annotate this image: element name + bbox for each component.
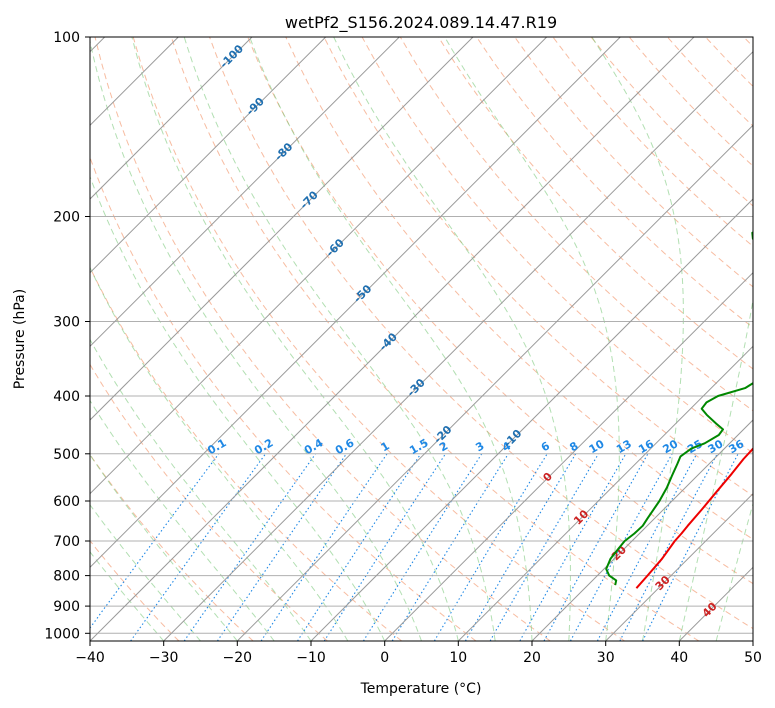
isotherm [384, 271, 753, 641]
x-axis-label: Temperature (°C) [360, 681, 482, 697]
isotherm [90, 37, 621, 569]
moist-adiabat [249, 37, 533, 641]
isotherm [310, 198, 753, 641]
plot-area: 0.1 0.2 0.4 0.6 1 1.5 2 3 4 6 8 10 13 16 20 25 30 36-100-… [90, 37, 753, 641]
dry-adiabat [90, 266, 403, 641]
dry-adiabat [323, 37, 753, 497]
dry-adiabat [94, 37, 551, 641]
chart-title: wetPf2_S156.2024.089.14.47.R19 [285, 13, 557, 33]
y-tick-label: 900 [53, 599, 80, 615]
mixing-ratio-line [130, 453, 267, 641]
mixing-ratio-line [216, 453, 347, 641]
moist-adiabat [90, 454, 238, 641]
x-tick-label: 20 [523, 650, 541, 666]
isotherm [457, 345, 753, 641]
moist-adiabat [715, 502, 753, 641]
isotherm [90, 37, 548, 495]
isotherm [531, 419, 753, 641]
mixing-ratio-line [90, 453, 220, 629]
moist-adiabat [183, 37, 496, 641]
mixing-ratio-line [569, 453, 673, 641]
mixing-ratio-line [489, 453, 599, 641]
moist-adiabat [678, 297, 753, 641]
moist-adiabat [90, 504, 201, 641]
mixing-ratio-line [183, 453, 316, 641]
dry-adiabat [90, 453, 254, 641]
dewpoint-profile [605, 231, 753, 586]
x-tick-label: −30 [149, 650, 179, 666]
y-axis-label: Pressure (hPa) [12, 289, 28, 389]
moist-adiabat [90, 551, 165, 641]
dry-adiabat [476, 37, 753, 329]
mixing-ratio-line [323, 453, 446, 641]
isotherm [90, 37, 253, 200]
moist-adiabat [90, 266, 349, 641]
x-axis: −40 −30 −20 −10 0 10 20 30 40 50 [75, 641, 762, 666]
mixing-ratio-line [297, 453, 422, 641]
dry-adiabat [209, 37, 753, 630]
isotherm [163, 50, 753, 641]
temperature-profile [635, 447, 753, 589]
x-tick-label: 30 [597, 650, 615, 666]
moist-adiabat [131, 37, 459, 641]
moist-adiabat [90, 38, 422, 641]
x-tick-label: 40 [670, 650, 688, 666]
y-tick-label: 100 [53, 30, 80, 46]
y-tick-label: 1000 [44, 626, 80, 642]
isotherm [90, 37, 695, 641]
x-tick-label: −10 [296, 650, 326, 666]
moist-adiabat [333, 37, 571, 641]
dry-adiabat [285, 37, 753, 540]
x-tick-label: −40 [75, 650, 105, 666]
isotherm [90, 37, 400, 348]
plot-frame [89, 36, 754, 642]
y-tick-label: 400 [53, 389, 80, 405]
dry-adiabat [514, 37, 753, 288]
dry-adiabat [361, 37, 753, 454]
mixing-ratio-lines [90, 453, 739, 641]
mixing-ratio-line [433, 453, 548, 641]
y-tick-label: 500 [53, 447, 80, 463]
dry-adiabat [399, 37, 753, 412]
moist-adiabat [90, 399, 275, 641]
isotherm [605, 492, 753, 641]
x-tick-label: 0 [380, 650, 389, 666]
x-tick-label: 50 [744, 650, 762, 666]
x-tick-label: 10 [449, 650, 467, 666]
isotherm [236, 124, 753, 641]
y-axis: 100 200 300 400 500 600 700 800 900 1000 [44, 30, 90, 642]
dry-adiabat [90, 156, 477, 641]
y-tick-label: 700 [53, 534, 80, 550]
y-tick-label: 600 [53, 494, 80, 510]
mixing-ratio-line [464, 453, 577, 641]
y-tick-label: 800 [53, 569, 80, 585]
isotherm [90, 37, 474, 421]
dry-adiabat [437, 37, 753, 370]
y-tick-label: 200 [53, 210, 80, 226]
mixing-ratio-line [519, 453, 627, 641]
moist-adiabat [591, 37, 684, 641]
dry-adiabat [170, 37, 700, 641]
moist-adiabat [444, 37, 620, 641]
profiles [605, 231, 753, 589]
y-tick-label: 300 [53, 315, 80, 331]
isotherms [90, 37, 753, 641]
mixing-ratio-line [260, 453, 388, 641]
isotherm [90, 37, 327, 274]
pressure-gridlines [90, 37, 753, 634]
dry-adiabat [247, 37, 753, 585]
x-tick-label: −20 [223, 650, 253, 666]
